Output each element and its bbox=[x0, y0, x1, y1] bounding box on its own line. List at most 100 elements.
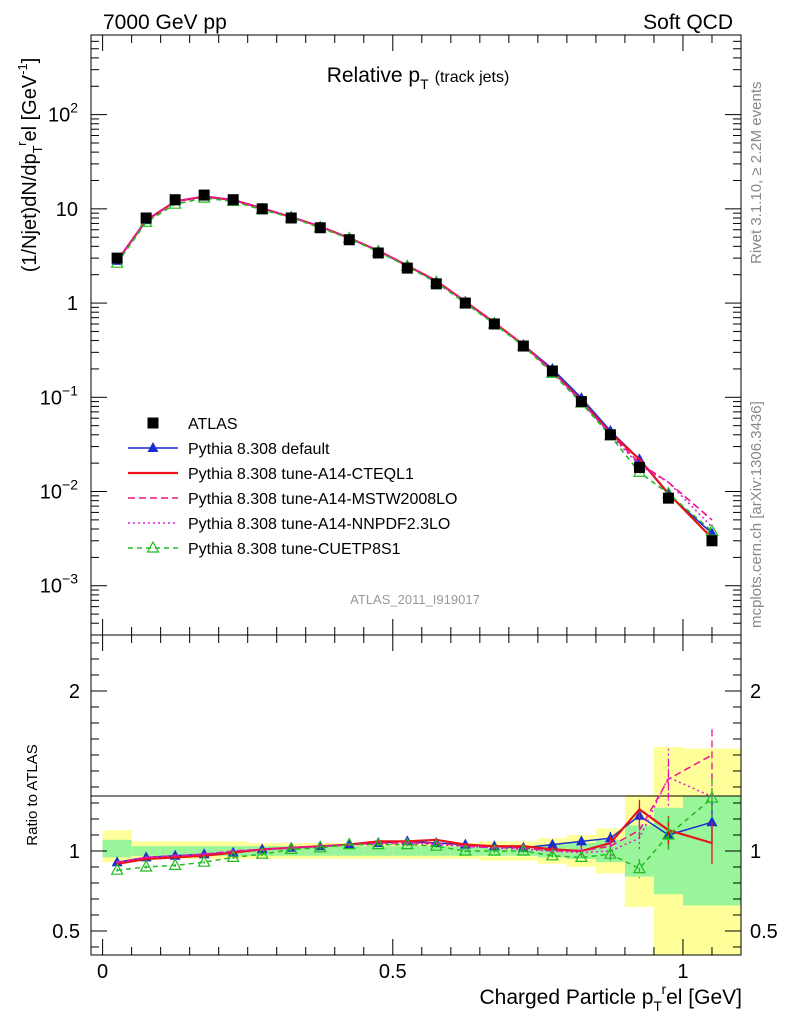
ratio-ytick-labels: 2 2 1 1 0.5 0.5 bbox=[52, 681, 778, 943]
legend-label: Pythia 8.308 tune-CUETP8S1 bbox=[188, 541, 401, 558]
atlas-data-point bbox=[575, 396, 587, 408]
main-ytick-label-exp: −3 bbox=[62, 571, 78, 587]
ratio-ytick-label-left: 1 bbox=[69, 841, 80, 863]
ratio-series-marker bbox=[603, 846, 617, 859]
main-ylabel-text: (1/Njet)dN/dp bbox=[19, 153, 41, 272]
ratio-series-marker bbox=[284, 842, 298, 855]
main-ylabel-rest: el [GeV bbox=[19, 74, 41, 141]
legend-label: Pythia 8.308 default bbox=[188, 441, 330, 458]
ratio-series-marker bbox=[546, 838, 558, 849]
main-ytick-label: 10−2 bbox=[40, 477, 78, 504]
atlas-data-point bbox=[633, 461, 645, 473]
atlas-data-point bbox=[140, 212, 152, 224]
xlabel-sub: T bbox=[653, 998, 662, 1014]
ratio-band-stat bbox=[363, 846, 393, 856]
atlas-data-point bbox=[372, 247, 384, 259]
main-ytick-label-base: 10 bbox=[48, 105, 70, 127]
main-series-marker bbox=[705, 523, 719, 536]
analysis-watermark: ATLAS_2011_I919017 bbox=[350, 592, 480, 607]
atlas-data-point bbox=[343, 234, 355, 246]
xlabel-text: Charged Particle p bbox=[479, 986, 653, 1009]
ratio-ytick-label-right: 0.5 bbox=[750, 921, 778, 943]
ratio-xtick-label: 0.5 bbox=[379, 961, 407, 983]
ratio-series-marker bbox=[197, 854, 211, 867]
atlas-data-point bbox=[314, 222, 326, 234]
ratio-series-marker bbox=[516, 843, 530, 856]
atlas-data-point bbox=[517, 340, 529, 352]
ratio-band-stat bbox=[131, 846, 161, 856]
ratio-band-stat bbox=[102, 839, 132, 858]
xlabel-sup: r bbox=[661, 981, 666, 997]
ratio-series-marker bbox=[342, 837, 356, 850]
ratio-band-stat bbox=[334, 846, 364, 856]
rivet-text: Rivet 3.1.10, ≥ 2.2M events bbox=[748, 82, 765, 265]
ratio-series-marker bbox=[705, 790, 719, 803]
main-ylabel-close: ] bbox=[19, 58, 41, 64]
legend-marker bbox=[146, 540, 160, 553]
main-series-layer bbox=[110, 189, 719, 547]
main-ytick-label-base: 10 bbox=[40, 387, 62, 409]
main-series-line bbox=[116, 195, 713, 521]
atlas-data-point bbox=[662, 492, 674, 504]
ratio-series-marker bbox=[574, 850, 588, 863]
main-axis-ticks bbox=[91, 34, 742, 636]
legend-label: Pythia 8.308 tune-A14-MSTW2008LO bbox=[188, 491, 457, 508]
ratio-axis-ticks bbox=[91, 635, 742, 955]
ratio-ytick-label-right: 1 bbox=[750, 841, 761, 863]
legend-marker bbox=[147, 417, 159, 429]
ratio-series-marker bbox=[313, 840, 327, 853]
main-ylabel: (1/Njet)dN/dpTrel [GeV-1] bbox=[14, 58, 45, 273]
ratio-series-marker bbox=[661, 827, 675, 840]
ratio-xtick-label: 0 bbox=[97, 961, 108, 983]
main-ytick-label-exp: −2 bbox=[62, 477, 78, 493]
ratio-series-marker bbox=[429, 838, 443, 851]
ratio-series-marker bbox=[139, 859, 153, 872]
ratio-series-marker bbox=[110, 862, 124, 875]
ratio-series-marker bbox=[168, 858, 182, 871]
atlas-data-point bbox=[285, 212, 297, 224]
main-ytick-label-base: 10 bbox=[40, 576, 62, 598]
atlas-data-point bbox=[198, 189, 210, 201]
ratio-series-marker bbox=[255, 846, 269, 859]
legend-label: ATLAS bbox=[188, 416, 238, 433]
main-ylabel-sub: T bbox=[30, 145, 45, 153]
main-title-text: Relative p bbox=[327, 64, 420, 87]
ratio-series-marker bbox=[487, 843, 501, 856]
atlas-data-point bbox=[706, 535, 718, 547]
ratio-panel-frame bbox=[90, 634, 742, 956]
atlas-data-point bbox=[227, 194, 239, 206]
atlas-data-point bbox=[401, 262, 413, 274]
header-left: 7000 GeV pp bbox=[103, 11, 227, 34]
ratio-series-marker bbox=[706, 816, 718, 827]
main-ylabel-unit-sup: -1 bbox=[15, 63, 30, 75]
atlas-data-point bbox=[111, 252, 123, 264]
main-ytick-label: 10 bbox=[56, 199, 78, 221]
main-ytick-label-base: 10 bbox=[40, 482, 62, 504]
ratio-series-marker bbox=[458, 843, 472, 856]
ratio-series-marker bbox=[632, 861, 646, 874]
main-series-line bbox=[116, 195, 713, 539]
ratio-band-stat bbox=[392, 846, 422, 856]
main-title-note: (track jets) bbox=[435, 69, 510, 86]
atlas-data-point bbox=[546, 365, 558, 377]
ratio-series-marker bbox=[575, 835, 587, 846]
ratio-ytick-label-left: 2 bbox=[69, 681, 80, 703]
ratio-series-marker bbox=[226, 850, 240, 863]
main-ytick-label: 102 bbox=[48, 100, 78, 127]
atlas-data-point bbox=[459, 297, 471, 309]
ratio-band-stat bbox=[305, 846, 335, 856]
atlas-data-point bbox=[430, 278, 442, 290]
ratio-series-marker bbox=[400, 837, 414, 850]
main-ytick-label: 10−3 bbox=[40, 571, 78, 598]
main-ytick-label-exp: −1 bbox=[62, 382, 78, 398]
legend-label: Pythia 8.308 tune-A14-CTEQL1 bbox=[188, 466, 414, 483]
mcplots-text: mcplots.cern.ch [arXiv:1306.3436] bbox=[748, 401, 765, 628]
legend-label: Pythia 8.308 tune-A14-NNPDF2.3LO bbox=[188, 516, 450, 533]
atlas-data-point bbox=[488, 318, 500, 330]
atlas-data-point bbox=[256, 203, 268, 215]
atlas-data-point bbox=[604, 429, 616, 441]
ratio-ytick-label-left: 0.5 bbox=[52, 921, 80, 943]
ratio-series-layer bbox=[110, 729, 719, 879]
